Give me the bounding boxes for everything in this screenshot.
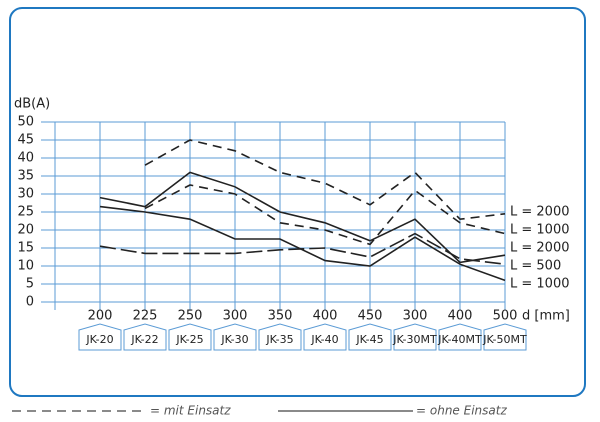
series-line <box>99 171 506 264</box>
x-tick-label: 400 <box>448 309 473 324</box>
category-sublabel: JK-30 <box>220 333 248 346</box>
series-line <box>144 184 506 246</box>
legend-text: = ohne Einsatz <box>416 404 507 418</box>
category-sublabel: JK-40 <box>310 333 338 346</box>
x-tick-label: 350 <box>268 309 293 324</box>
series-label: L = 500 <box>510 259 561 274</box>
category-box <box>393 323 437 351</box>
series-line <box>99 205 506 282</box>
y-tick-label: 25 <box>17 205 34 220</box>
category-sublabel: JK-22 <box>130 333 158 346</box>
y-tick-label: 35 <box>17 169 34 184</box>
category-box <box>258 323 302 351</box>
category-box <box>348 323 392 351</box>
y-tick-label: 0 <box>26 295 34 310</box>
x-tick-label: 300 <box>223 309 248 324</box>
category-sublabel: JK-40MT <box>437 333 482 346</box>
y-tick-label: 40 <box>17 151 34 166</box>
series-line <box>99 232 506 265</box>
x-tick-label: 450 <box>358 309 383 324</box>
y-tick-label: 10 <box>17 259 34 274</box>
category-box <box>438 323 482 351</box>
category-box <box>213 323 257 351</box>
x-tick-label: 250 <box>178 309 203 324</box>
category-box <box>303 323 347 351</box>
category-sublabel: JK-45 <box>355 333 383 346</box>
category-sublabel: JK-50MT <box>482 333 527 346</box>
category-sublabel: JK-25 <box>175 333 203 346</box>
category-box <box>168 323 212 351</box>
series-label: L = 2000 <box>510 241 569 256</box>
x-tick-label: 400 <box>313 309 338 324</box>
x-axis-label: d [mm] <box>522 309 570 324</box>
y-tick-label: 5 <box>26 277 34 292</box>
series-label: L = 2000 <box>510 205 569 220</box>
series-label: L = 1000 <box>510 223 569 238</box>
legend-text: = mit Einsatz <box>150 404 231 418</box>
y-tick-label: 15 <box>17 241 34 256</box>
x-tick-label: 200 <box>88 309 113 324</box>
y-axis-label: dB(A) <box>14 97 50 112</box>
category-sublabel: JK-35 <box>265 333 293 346</box>
y-tick-label: 45 <box>17 133 34 148</box>
category-sublabel: JK-20 <box>85 333 113 346</box>
frame <box>9 7 586 397</box>
series-label: L = 1000 <box>510 277 569 292</box>
x-tick-label: 225 <box>133 309 158 324</box>
x-tick-label: 500 <box>493 309 518 324</box>
y-tick-label: 50 <box>17 115 34 130</box>
y-tick-label: 30 <box>17 187 34 202</box>
category-box <box>78 323 122 351</box>
category-box <box>483 323 527 351</box>
series-line <box>144 139 506 221</box>
x-tick-label: 300 <box>403 309 428 324</box>
y-tick-label: 20 <box>17 223 34 238</box>
category-sublabel: JK-30MT <box>392 333 437 346</box>
category-box <box>123 323 167 351</box>
